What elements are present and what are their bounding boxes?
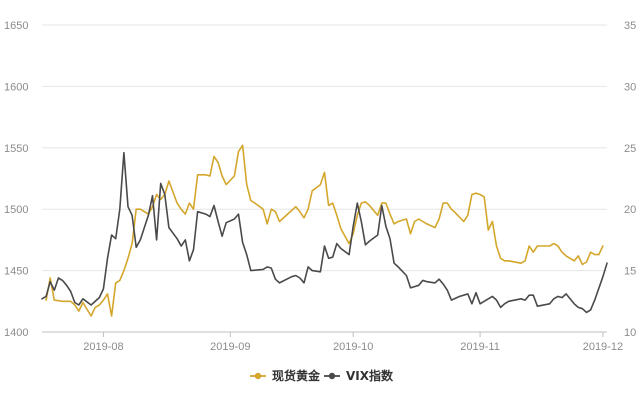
legend-marker xyxy=(328,372,336,380)
series xyxy=(41,144,608,317)
legend: 现货黄金 VIX指数 xyxy=(250,368,394,383)
y-left-tick-label: 1400 xyxy=(4,327,28,339)
x-tick-label: 2019-09 xyxy=(210,341,250,353)
axes: 1400 1450 1500 1550 1600 1650 10 15 20 25 30 35 2019… xyxy=(4,20,636,353)
series-line-gold xyxy=(45,144,604,317)
y-left-tick-label: 1550 xyxy=(4,143,28,155)
legend-label: 现货黄金 xyxy=(272,368,321,383)
y-left-tick-label: 1500 xyxy=(4,204,28,216)
x-tick-label: 2019-08 xyxy=(83,341,123,353)
legend-label: VIX指数 xyxy=(346,368,394,383)
y-right-tick-label: 25 xyxy=(624,143,636,155)
y-right-tick-label: 20 xyxy=(624,204,636,216)
series-line-vix xyxy=(41,151,608,314)
y-left-tick-label: 1650 xyxy=(4,20,28,32)
y-right-tick-label: 15 xyxy=(624,266,636,278)
y-right-tick-label: 30 xyxy=(624,81,636,93)
legend-marker xyxy=(254,372,262,380)
y-right-tick-label: 35 xyxy=(624,20,636,32)
x-tick-label: 2019-10 xyxy=(333,341,373,353)
y-right-tick-label: 10 xyxy=(624,327,636,339)
x-tick-label: 2019-12 xyxy=(583,341,623,353)
grid xyxy=(42,24,607,272)
x-tick-label: 2019-11 xyxy=(460,341,500,353)
y-left-tick-label: 1600 xyxy=(4,81,28,93)
y-left-tick-label: 1450 xyxy=(4,266,28,278)
